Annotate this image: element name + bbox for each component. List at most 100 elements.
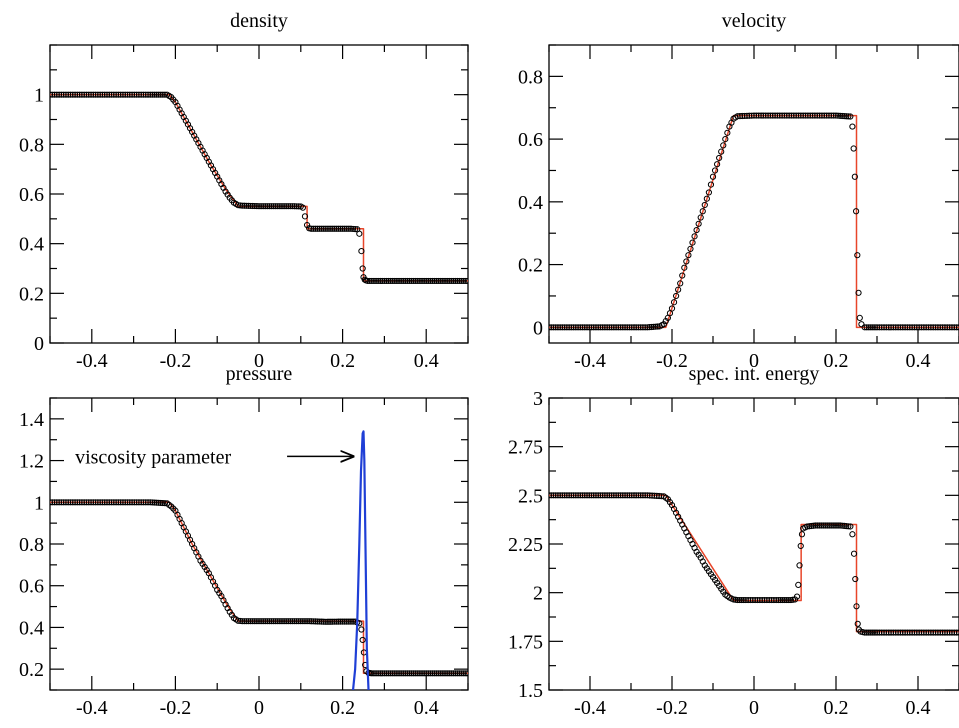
velocity-marker — [899, 324, 906, 331]
velocity-marker — [909, 324, 916, 331]
spec-int-energy-marker — [796, 562, 803, 569]
velocity-marker — [746, 112, 753, 119]
velocity-xtick-label: 0.2 — [824, 350, 849, 372]
density-marker — [462, 277, 468, 285]
spec-int-energy-marker — [639, 492, 647, 499]
velocity-marker — [839, 112, 846, 120]
density-marker — [243, 202, 250, 209]
pressure-marker — [103, 499, 111, 506]
density-marker — [117, 91, 124, 98]
velocity-marker — [675, 286, 682, 293]
spec-int-energy-marker — [759, 596, 766, 604]
pressure-marker — [329, 618, 336, 625]
density-marker — [299, 204, 306, 211]
pressure-marker — [110, 499, 117, 506]
pressure-marker — [268, 618, 275, 625]
pressure-marker — [381, 670, 388, 677]
pressure-marker — [331, 618, 338, 625]
density-marker — [368, 277, 375, 285]
spec-int-energy-marker — [948, 629, 956, 636]
density-xtick-label: -0.4 — [76, 350, 108, 372]
density-marker — [456, 277, 463, 285]
spec-int-energy-marker — [736, 596, 743, 604]
pressure-marker — [462, 670, 468, 677]
pressure-marker — [108, 499, 115, 506]
velocity-marker — [887, 324, 895, 331]
spec-int-energy-ytick-label: 2.75 — [508, 437, 543, 459]
velocity-marker — [566, 324, 573, 331]
velocity-marker — [736, 113, 744, 120]
velocity-marker — [689, 239, 696, 246]
density-marker — [274, 203, 281, 210]
pressure-marker — [433, 670, 440, 677]
density-marker — [280, 203, 288, 210]
spec-int-energy-marker — [793, 593, 801, 600]
velocity-marker — [834, 112, 842, 119]
density-marker — [101, 91, 108, 98]
density-marker — [58, 91, 65, 98]
velocity-marker — [720, 142, 727, 149]
velocity-marker — [932, 324, 939, 331]
pressure-marker — [456, 670, 463, 677]
density-marker — [410, 277, 417, 285]
spec-int-energy-marker — [601, 492, 609, 499]
density-marker — [147, 91, 154, 98]
velocity-marker — [906, 324, 913, 331]
velocity-marker — [673, 292, 680, 300]
velocity-marker — [549, 324, 555, 331]
pressure-marker — [81, 499, 88, 506]
velocity-marker — [911, 324, 918, 331]
spec-int-energy-marker — [633, 492, 640, 499]
velocity-marker — [865, 324, 872, 331]
density-marker — [345, 225, 352, 232]
spec-int-energy-exact-solution-line — [549, 494, 959, 633]
spec-int-energy-marker — [944, 629, 951, 636]
pressure-marker — [435, 670, 442, 677]
density-marker — [257, 203, 265, 210]
spec-int-energy-marker — [752, 596, 759, 604]
spec-int-energy-ytick-label: 1.5 — [518, 680, 543, 702]
velocity-marker — [769, 112, 776, 119]
velocity-marker — [570, 324, 577, 331]
velocity-marker — [904, 324, 911, 331]
density-marker — [381, 277, 388, 285]
spec-int-energy-marker — [579, 492, 586, 499]
density-marker — [387, 277, 394, 285]
pressure-marker — [423, 670, 430, 677]
pressure-marker — [402, 670, 409, 677]
spec-int-energy-marker — [869, 629, 877, 636]
density-marker — [452, 277, 459, 285]
pressure-marker — [101, 499, 108, 506]
spec-int-energy-marker — [955, 629, 959, 636]
density-marker — [78, 91, 86, 98]
pressure-marker — [343, 618, 350, 625]
spec-int-energy-marker — [588, 492, 595, 499]
density-ytick-label: 0.2 — [19, 283, 44, 305]
density-marker — [124, 91, 131, 98]
spec-int-energy-marker — [820, 522, 827, 529]
spec-int-energy-marker — [854, 620, 861, 627]
pressure-marker — [347, 618, 355, 625]
velocity-marker — [939, 324, 946, 331]
pressure-marker — [429, 670, 436, 677]
spec-int-energy-marker — [608, 492, 615, 499]
velocity-marker — [781, 112, 788, 119]
pressure-marker — [83, 499, 90, 506]
spec-int-energy-marker — [648, 492, 656, 499]
density-ytick-label: 0.8 — [19, 134, 44, 156]
density-marker — [149, 91, 156, 98]
spec-int-energy-marker — [549, 492, 555, 499]
density-marker — [255, 203, 263, 210]
spec-int-energy-marker — [581, 492, 588, 499]
density-marker — [391, 277, 398, 285]
pressure-ytick-label: 0.8 — [19, 534, 44, 556]
velocity-marker — [852, 208, 860, 215]
velocity-marker — [802, 112, 809, 119]
spec-int-energy-marker — [606, 492, 613, 499]
pressure-marker — [285, 618, 292, 625]
pressure-ytick-label: 0.6 — [19, 576, 44, 598]
velocity-ytick-label: 0.2 — [518, 255, 543, 277]
spec-int-energy-marker — [795, 581, 802, 588]
velocity-marker — [662, 317, 669, 325]
spec-int-energy-marker — [927, 629, 934, 636]
